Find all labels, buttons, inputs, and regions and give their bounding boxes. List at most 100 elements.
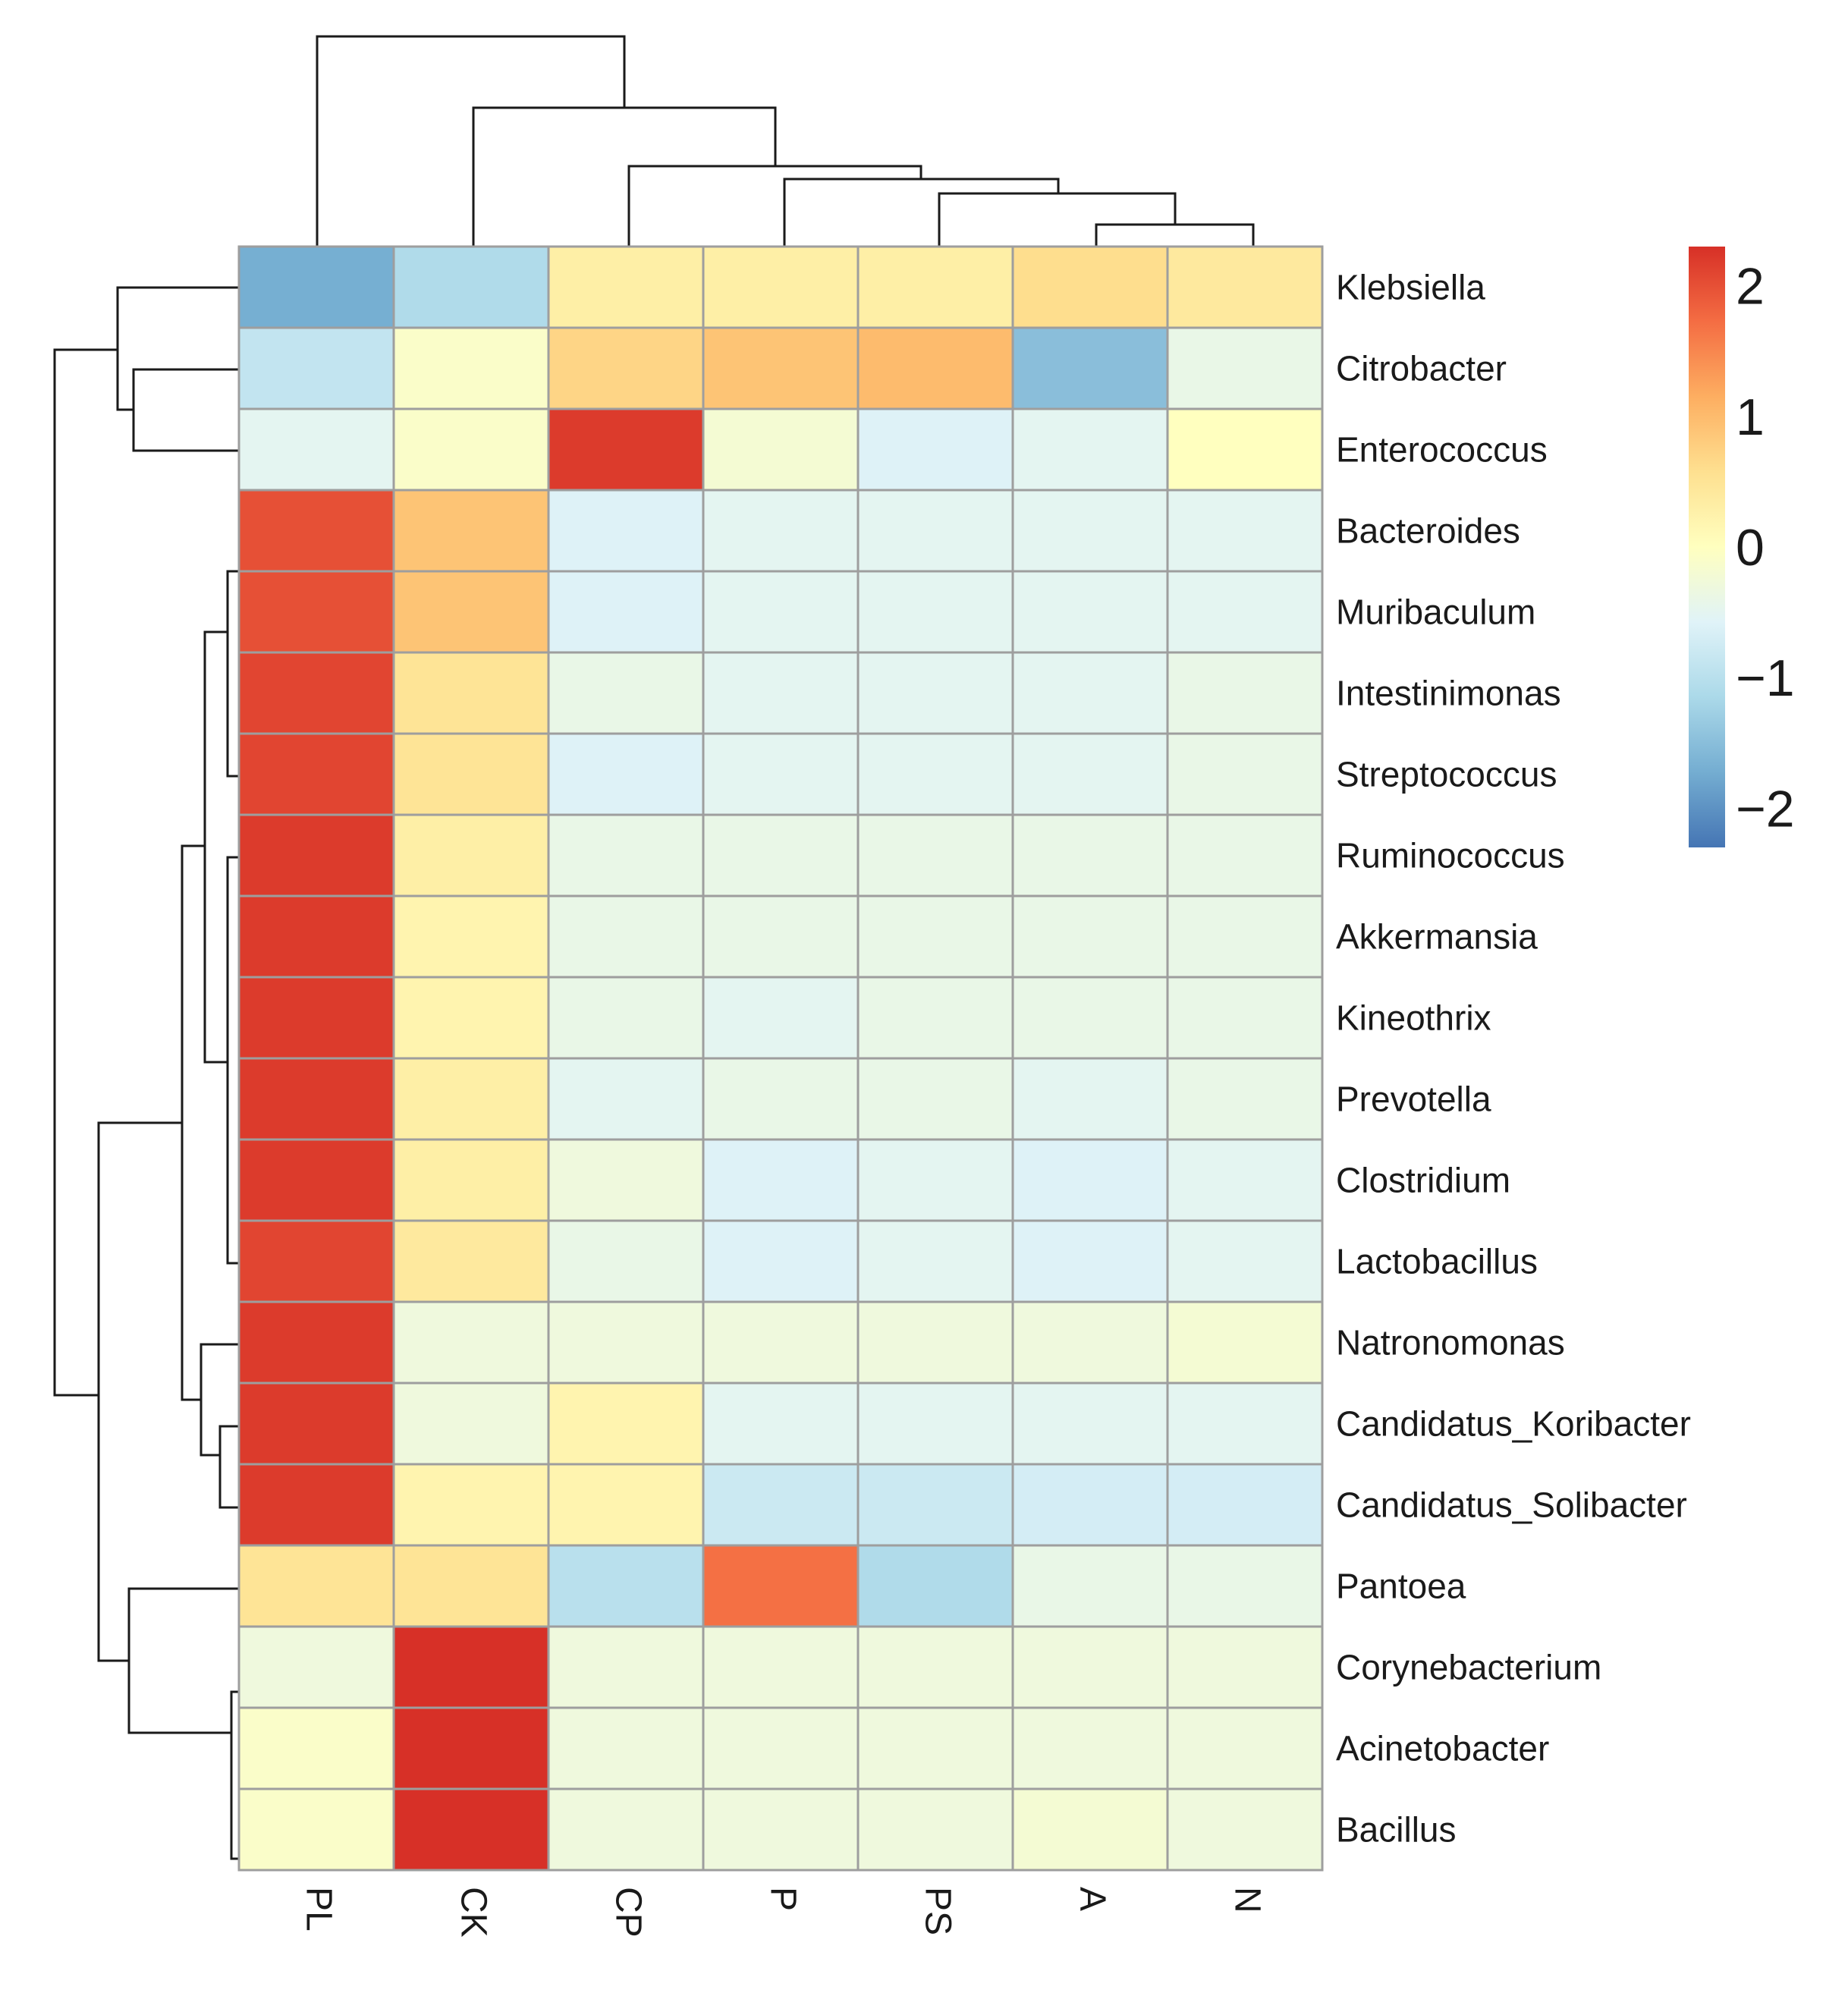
heatmap-cell xyxy=(856,326,1014,410)
heatmap-cell xyxy=(547,407,705,492)
heatmap-cell xyxy=(237,1625,395,1709)
heatmap-cell xyxy=(1166,1300,1324,1385)
row-label: Natronomonas xyxy=(1336,1323,1565,1363)
column-labels: PL CK CP P PS A N xyxy=(298,1887,1267,1938)
heatmap-cell xyxy=(237,1787,395,1872)
heatmap-cell xyxy=(392,976,550,1060)
heatmap-cell xyxy=(1166,1787,1324,1872)
heatmap-cell xyxy=(1011,1544,1169,1628)
heatmap-cell xyxy=(702,245,860,329)
heatmap-cell xyxy=(392,1300,550,1385)
heatmap-cell xyxy=(392,1787,550,1872)
heatmap-cell xyxy=(1166,894,1324,979)
heatmap-cell xyxy=(237,813,395,897)
heatmap-cell xyxy=(702,1300,860,1385)
heatmap-cell xyxy=(392,489,550,573)
heatmap-cell xyxy=(1166,651,1324,735)
heatmap-cell xyxy=(1011,407,1169,492)
heatmap-cell xyxy=(1011,813,1169,897)
heatmap-cell xyxy=(237,732,395,816)
heatmap-cell xyxy=(237,1219,395,1303)
row-label: Klebsiella xyxy=(1336,268,1485,307)
column-label: PL xyxy=(298,1887,338,1932)
row-dendrogram xyxy=(53,286,240,1860)
heatmap-cell xyxy=(392,1463,550,1547)
heatmap-cell xyxy=(856,651,1014,735)
heatmap-cell xyxy=(392,407,550,492)
row-label: Ruminococcus xyxy=(1336,836,1565,875)
heatmap-cell xyxy=(856,976,1014,1060)
heatmap-cell xyxy=(237,1382,395,1466)
heatmap-cell xyxy=(547,1300,705,1385)
heatmap-cell xyxy=(392,651,550,735)
legend-ticks: 2 1 0 −1 −2 xyxy=(1736,258,1795,838)
heatmap-cell xyxy=(547,570,705,654)
heatmap-cell xyxy=(856,1463,1014,1547)
heatmap-cell xyxy=(547,1138,705,1222)
heatmap-cell xyxy=(1011,1219,1169,1303)
heatmap-cell xyxy=(237,245,395,329)
heatmap-cell xyxy=(1166,976,1324,1060)
legend-tick-label: −2 xyxy=(1736,780,1795,838)
row-label: Acinetobacter xyxy=(1336,1729,1549,1768)
row-label: Intestinimonas xyxy=(1336,674,1561,713)
row-label: Clostridium xyxy=(1336,1161,1510,1200)
heatmap-cell xyxy=(547,976,705,1060)
heatmap-cell xyxy=(237,894,395,979)
row-label: Citrobacter xyxy=(1336,349,1507,388)
heatmap-cell xyxy=(1011,489,1169,573)
legend-tick-label: 1 xyxy=(1736,388,1765,446)
heatmap-cell xyxy=(1166,1544,1324,1628)
row-label: Streptococcus xyxy=(1336,755,1557,794)
heatmap-cell xyxy=(1166,1138,1324,1222)
heatmap-cell xyxy=(1011,1138,1169,1222)
heatmap-cell xyxy=(1166,1706,1324,1790)
heatmap-cell xyxy=(237,976,395,1060)
heatmap-cell xyxy=(702,732,860,816)
row-label: Candidatus_Koribacter xyxy=(1336,1404,1691,1444)
heatmap-cell xyxy=(547,489,705,573)
heatmap-cell xyxy=(856,489,1014,573)
row-label: Lactobacillus xyxy=(1336,1242,1538,1281)
heatmap-cell xyxy=(237,1057,395,1141)
heatmap-cell xyxy=(702,1219,860,1303)
heatmap-cell xyxy=(702,407,860,492)
heatmap-cell xyxy=(702,651,860,735)
heatmap-cell xyxy=(1166,326,1324,410)
heatmap-cell xyxy=(547,1463,705,1547)
heatmap-cell xyxy=(392,1544,550,1628)
heatmap-cell xyxy=(392,1219,550,1303)
heatmap-cell xyxy=(702,1463,860,1547)
heatmap-cell xyxy=(392,1057,550,1141)
heatmap-cell xyxy=(1166,1463,1324,1547)
heatmap-cell xyxy=(702,1544,860,1628)
heatmap-cell xyxy=(392,570,550,654)
column-label: A xyxy=(1072,1887,1112,1911)
column-label: CK xyxy=(453,1887,493,1938)
heatmap-cell xyxy=(547,1787,705,1872)
heatmap-cell xyxy=(1166,732,1324,816)
row-label: Bacillus xyxy=(1336,1810,1457,1850)
heatmap-cell xyxy=(702,976,860,1060)
heatmap-cell xyxy=(1166,489,1324,573)
heatmap-cell xyxy=(702,894,860,979)
heatmap-cell xyxy=(237,651,395,735)
heatmap-cell xyxy=(856,1544,1014,1628)
heatmap-cell xyxy=(856,1300,1014,1385)
heatmap-cell xyxy=(1011,326,1169,410)
heatmap-cell xyxy=(547,1625,705,1709)
heatmap-cell xyxy=(237,407,395,492)
heatmap-cell xyxy=(1166,1219,1324,1303)
heatmap-cell xyxy=(1011,732,1169,816)
heatmap-cell xyxy=(1011,894,1169,979)
heatmap-cell xyxy=(702,1706,860,1790)
heatmap-cell xyxy=(1166,245,1324,329)
column-label: CP xyxy=(608,1887,648,1938)
heatmap-cell xyxy=(702,813,860,897)
color-legend: 2 1 0 −1 −2 xyxy=(1689,247,1795,847)
heatmap-cell xyxy=(547,1219,705,1303)
heatmap-cell xyxy=(392,1138,550,1222)
heatmap-cell xyxy=(547,326,705,410)
heatmap-cell xyxy=(237,570,395,654)
